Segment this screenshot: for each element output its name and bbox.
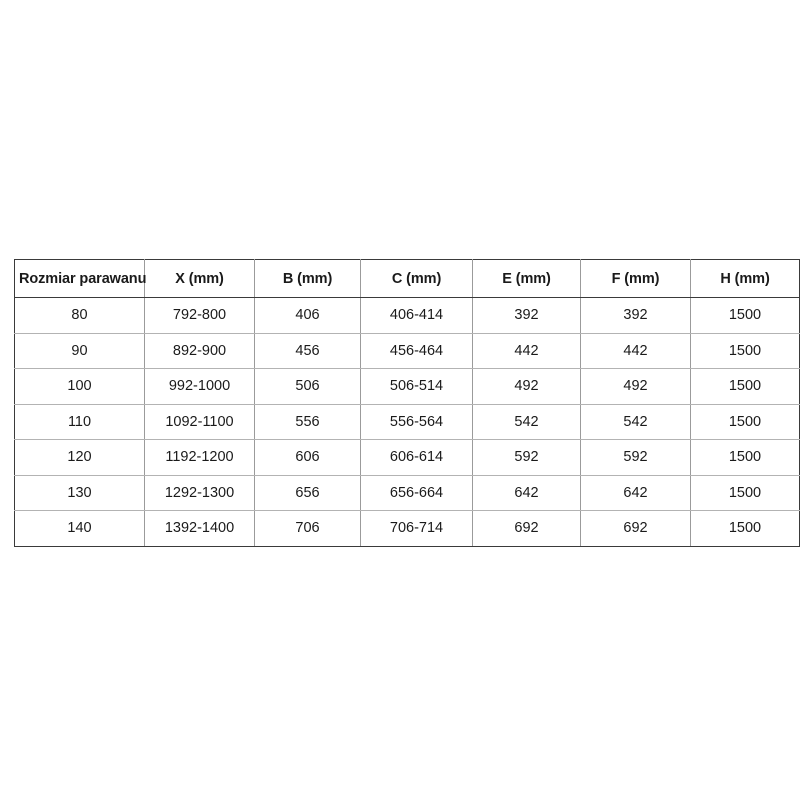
column-header-x: X (mm) [144, 259, 255, 298]
column-header-f: F (mm) [580, 259, 691, 298]
cell-rozmiar: 90 [14, 332, 145, 369]
shower-screen-dimensions-table: Rozmiar parawanu X (mm) B (mm) C (mm) E … [14, 259, 800, 547]
cell-f: 442 [580, 332, 691, 369]
cell-c: 656-664 [360, 474, 473, 511]
table-row: 130 1292-1300 656 656-664 642 642 1500 [14, 474, 800, 511]
cell-h: 1500 [690, 510, 800, 547]
cell-rozmiar: 100 [14, 368, 145, 405]
cell-h: 1500 [690, 403, 800, 440]
cell-x: 992-1000 [144, 368, 255, 405]
cell-f: 392 [580, 297, 691, 334]
column-header-b: B (mm) [254, 259, 361, 298]
cell-x: 792-800 [144, 297, 255, 334]
cell-b: 556 [254, 403, 361, 440]
cell-h: 1500 [690, 368, 800, 405]
cell-e: 492 [472, 368, 581, 405]
cell-h: 1500 [690, 332, 800, 369]
cell-c: 706-714 [360, 510, 473, 547]
cell-e: 542 [472, 403, 581, 440]
cell-rozmiar: 140 [14, 510, 145, 547]
table-row: 140 1392-1400 706 706-714 692 692 1500 [14, 510, 800, 547]
cell-x: 1392-1400 [144, 510, 255, 547]
cell-rozmiar: 80 [14, 297, 145, 334]
table-row: 120 1192-1200 606 606-614 592 592 1500 [14, 439, 800, 476]
cell-c: 606-614 [360, 439, 473, 476]
cell-c: 556-564 [360, 403, 473, 440]
cell-f: 642 [580, 474, 691, 511]
cell-b: 506 [254, 368, 361, 405]
cell-c: 406-414 [360, 297, 473, 334]
table-header-row: Rozmiar parawanu X (mm) B (mm) C (mm) E … [14, 259, 800, 298]
cell-e: 642 [472, 474, 581, 511]
table-header: Rozmiar parawanu X (mm) B (mm) C (mm) E … [14, 259, 800, 298]
cell-b: 406 [254, 297, 361, 334]
cell-f: 542 [580, 403, 691, 440]
table-row: 110 1092-1100 556 556-564 542 542 1500 [14, 403, 800, 440]
cell-rozmiar: 130 [14, 474, 145, 511]
cell-x: 1192-1200 [144, 439, 255, 476]
column-header-h: H (mm) [690, 259, 800, 298]
cell-x: 892-900 [144, 332, 255, 369]
cell-h: 1500 [690, 474, 800, 511]
cell-x: 1292-1300 [144, 474, 255, 511]
spec-table-container: Rozmiar parawanu X (mm) B (mm) C (mm) E … [14, 259, 800, 547]
cell-h: 1500 [690, 439, 800, 476]
cell-c: 456-464 [360, 332, 473, 369]
cell-b: 706 [254, 510, 361, 547]
cell-b: 656 [254, 474, 361, 511]
cell-e: 392 [472, 297, 581, 334]
cell-f: 692 [580, 510, 691, 547]
cell-f: 592 [580, 439, 691, 476]
cell-f: 492 [580, 368, 691, 405]
cell-rozmiar: 110 [14, 403, 145, 440]
cell-c: 506-514 [360, 368, 473, 405]
table-row: 90 892-900 456 456-464 442 442 1500 [14, 332, 800, 369]
cell-b: 456 [254, 332, 361, 369]
cell-h: 1500 [690, 297, 800, 334]
table-row: 100 992-1000 506 506-514 492 492 1500 [14, 368, 800, 405]
cell-e: 442 [472, 332, 581, 369]
table-row: 80 792-800 406 406-414 392 392 1500 [14, 297, 800, 334]
cell-b: 606 [254, 439, 361, 476]
column-header-rozmiar-parawanu: Rozmiar parawanu [14, 259, 146, 298]
column-header-c: C (mm) [360, 259, 473, 298]
cell-e: 692 [472, 510, 581, 547]
column-header-e: E (mm) [472, 259, 581, 298]
table-body: 80 792-800 406 406-414 392 392 1500 90 8… [14, 297, 800, 547]
cell-x: 1092-1100 [144, 403, 255, 440]
cell-e: 592 [472, 439, 581, 476]
cell-rozmiar: 120 [14, 439, 145, 476]
